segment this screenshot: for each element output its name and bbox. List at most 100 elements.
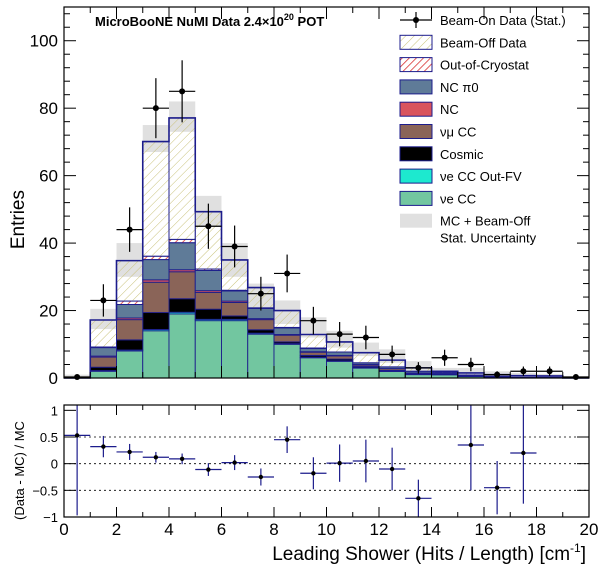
x-tick-label: 12 [370, 520, 389, 539]
legend-entry: νe CC Out-FV [399, 168, 522, 184]
data-point [326, 322, 353, 347]
ratio-point [484, 461, 511, 515]
data-point [221, 225, 248, 268]
legend-label: Beam-Off Data [440, 35, 527, 50]
ratio-point [300, 457, 327, 490]
main-axis-ticks: 0 20 40 60 80 100 [30, 7, 590, 388]
legend-entry: Beam-On Data (Stat.) [400, 12, 566, 28]
stack-bar [89, 366, 117, 372]
stack-bar [168, 242, 196, 271]
stack-bar [89, 347, 117, 357]
ratio-point [405, 479, 432, 517]
stack-bar [194, 269, 222, 292]
stack-bar [273, 327, 301, 335]
stack-bar [116, 304, 144, 319]
stack-bar [142, 255, 170, 261]
stack-bar [116, 260, 144, 302]
legend-entry: νe CC [399, 190, 476, 206]
stack-bar [273, 310, 301, 328]
legend-label: νμ CC [440, 125, 476, 140]
x-tick-label: 2 [112, 520, 121, 539]
legend-label: νe CC Out-FV [440, 169, 522, 184]
data-point [142, 78, 169, 139]
ratio-y-tick-label: −0.5 [32, 483, 58, 498]
chart-title: MicroBooNE NuMI Data 2.4×1020 POT [95, 12, 324, 29]
data-point [300, 306, 327, 335]
stack-bar [142, 259, 170, 281]
x-tick-label: 0 [59, 520, 68, 539]
ratio-points [64, 405, 537, 517]
main-y-axis-label: Entries [8, 190, 29, 249]
ratio-y-tick-label: 0.5 [40, 430, 58, 445]
data-point [116, 207, 143, 252]
stack-bar [247, 319, 275, 331]
stack-bar [326, 351, 354, 356]
ratio-point [195, 463, 222, 476]
stack-bar [89, 370, 117, 379]
stack-bar [168, 298, 196, 313]
stack-bar [142, 281, 170, 314]
stack-bar [247, 329, 275, 334]
data-point [247, 276, 274, 311]
stack-bar [168, 313, 196, 379]
y-tick-label: 0 [49, 369, 58, 388]
legend-label: MC + Beam-Off [440, 214, 531, 229]
stacked-histogram [64, 117, 589, 379]
stack-bar [116, 339, 144, 351]
data-points [64, 60, 589, 380]
stack-bar [299, 334, 327, 349]
stack-bar [142, 330, 170, 379]
data-point [510, 366, 537, 376]
legend: Beam-On Data (Stat.) Beam-Off Data Out-of-… [399, 12, 566, 246]
stack-bar [168, 238, 196, 244]
y-tick-label: 20 [39, 302, 58, 321]
legend-entry: NC [399, 101, 459, 117]
stack-bar [89, 356, 117, 368]
legend-entry: νμ CC [399, 124, 476, 140]
legend-label: Stat. Uncertainty [440, 231, 537, 246]
stack-bar [142, 312, 170, 330]
ratio-point [221, 455, 248, 471]
x-tick-label: 10 [317, 520, 336, 539]
ratio-axis-ticks: −1−0.500.510 2 4 6 8 10 12 14 16 18 20 [32, 403, 598, 539]
ratio-point [457, 405, 484, 491]
x-tick-label: 4 [164, 520, 173, 539]
ratio-point [379, 447, 406, 491]
ratio-point [169, 453, 196, 465]
x-tick-label: 16 [475, 520, 494, 539]
stack-bar [221, 290, 249, 302]
stack-bar [116, 319, 144, 341]
ratio-point [116, 443, 143, 460]
legend-label: νe CC [440, 191, 476, 206]
stack-bar [168, 271, 196, 300]
stack-bar [194, 291, 222, 310]
y-tick-label: 40 [39, 234, 58, 253]
stack-bar [221, 320, 249, 379]
legend-entry: Out-of-Cryostat [399, 57, 529, 73]
data-point [352, 325, 379, 350]
data-point [379, 345, 406, 364]
legend-entry: Cosmic [399, 146, 484, 162]
stack-bar [273, 343, 301, 379]
ratio-y-axis-label: (Data - MC) / MC [12, 421, 27, 520]
ratio-point [90, 435, 117, 458]
ratio-y-tick-label: 1 [51, 403, 58, 418]
x-tick-label: 20 [580, 520, 598, 539]
ratio-y-tick-label: −1 [43, 510, 58, 525]
data-point [274, 254, 301, 293]
x-tick-label: 8 [269, 520, 278, 539]
stack-bar [168, 117, 196, 240]
y-tick-label: 80 [39, 99, 58, 118]
ratio-point [352, 439, 379, 483]
y-tick-label: 100 [30, 32, 58, 51]
data-point [536, 366, 563, 376]
data-point [405, 362, 432, 374]
stack-bar [116, 350, 144, 379]
data-point [431, 349, 458, 366]
x-axis-label: Leading Shower (Hits / Length) [cm-1] [272, 541, 586, 565]
stack-bar [378, 370, 406, 379]
x-tick-label: 6 [217, 520, 226, 539]
ratio-point [510, 405, 537, 504]
stack-bar [142, 141, 170, 257]
stack-bar [352, 367, 380, 379]
